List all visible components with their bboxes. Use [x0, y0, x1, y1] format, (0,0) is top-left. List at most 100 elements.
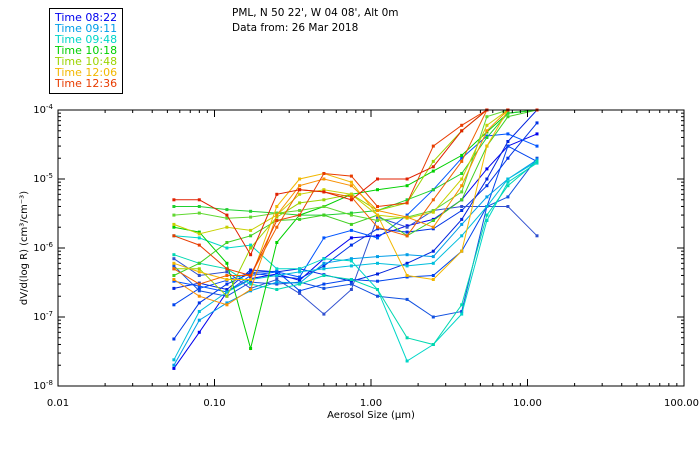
- data-point-9-6: [322, 257, 326, 261]
- tick-layer: 0.01 0.10 1.00 10.00 100.00 10-8 10-7 10-6 10-5 1…: [33, 103, 699, 409]
- data-point-4-1: [197, 284, 201, 288]
- data-point-7-7: [349, 257, 353, 261]
- series-17: [172, 108, 539, 281]
- series-0: [172, 132, 539, 370]
- data-point-1-8: [376, 227, 379, 231]
- data-point-21-1: [197, 198, 201, 202]
- data-point-6-5: [298, 291, 302, 295]
- data-point-20-9: [405, 201, 409, 205]
- data-point-5-9: [405, 297, 409, 301]
- data-point-14-8: [376, 219, 379, 222]
- data-point-5-14: [535, 156, 539, 160]
- data-point-16-0: [172, 222, 176, 226]
- data-point-19-1: [197, 282, 201, 286]
- data-point-0-8: [376, 234, 379, 238]
- data-point-1-6: [322, 264, 326, 268]
- data-point-2-10: [431, 249, 435, 253]
- data-point-11-10: [431, 169, 435, 173]
- data-point-2-0: [172, 286, 176, 290]
- data-point-18-10: [431, 225, 435, 229]
- data-point-18-11: [460, 184, 464, 188]
- series-13: [172, 108, 539, 277]
- data-point-14-12: [485, 115, 489, 119]
- data-point-21-5: [298, 188, 302, 192]
- data-point-3-10: [431, 274, 435, 277]
- data-point-11-8: [376, 188, 379, 192]
- data-point-8-11: [460, 234, 464, 238]
- data-point-5-6: [322, 286, 326, 290]
- data-point-21-3: [249, 253, 253, 257]
- data-point-11-9: [405, 184, 409, 188]
- data-point-19-0: [172, 267, 176, 271]
- data-point-2-7: [349, 279, 353, 283]
- y-axis-title: dV/d(log R) (cm³/cm⁻³): [19, 191, 30, 305]
- data-point-10-13: [506, 184, 510, 188]
- data-point-8-8: [376, 261, 379, 265]
- data-point-15-6: [322, 198, 326, 202]
- data-point-17-4: [275, 205, 279, 208]
- series-line-8: [173, 160, 538, 361]
- data-point-10-0: [172, 253, 176, 257]
- data-point-9-5: [298, 267, 302, 271]
- data-point-13-11: [460, 198, 464, 202]
- data-point-0-7: [349, 236, 353, 240]
- data-point-6-2: [225, 270, 229, 274]
- data-point-3-1: [197, 286, 201, 290]
- data-point-1-0: [172, 337, 176, 341]
- data-point-6-14: [535, 234, 539, 238]
- data-point-9-14: [535, 161, 539, 165]
- data-point-7-12: [485, 195, 489, 199]
- data-point-3-6: [322, 282, 326, 286]
- data-point-20-7: [349, 174, 353, 178]
- data-point-1-10: [431, 227, 435, 231]
- data-point-15-3: [249, 246, 253, 250]
- legend-entry-0: Time 08:22: [55, 11, 118, 24]
- data-point-20-11: [460, 123, 464, 127]
- data-point-21-10: [431, 165, 435, 169]
- data-point-13-10: [431, 219, 435, 222]
- data-point-14-11: [460, 190, 464, 194]
- data-point-5-0: [172, 264, 176, 268]
- data-point-14-5: [298, 209, 302, 212]
- data-point-8-6: [322, 267, 326, 271]
- data-point-4-9: [405, 213, 409, 217]
- data-point-18-2: [225, 303, 229, 307]
- data-point-17-5: [298, 177, 302, 181]
- data-point-16-11: [460, 177, 464, 181]
- data-point-18-3: [249, 288, 253, 291]
- data-point-8-1: [197, 310, 201, 313]
- data-point-18-6: [322, 177, 326, 181]
- data-point-6-1: [197, 274, 201, 277]
- data-point-4-7: [349, 228, 353, 232]
- data-point-12-3: [249, 209, 253, 213]
- data-point-12-13: [506, 111, 510, 115]
- data-point-10-14: [535, 159, 539, 163]
- data-point-2-9: [405, 261, 409, 265]
- data-point-18-4: [275, 213, 279, 217]
- data-point-19-2: [225, 274, 229, 277]
- x-tick-label: 0.01: [47, 398, 69, 409]
- data-point-18-1: [197, 294, 201, 298]
- data-point-16-3: [249, 228, 253, 232]
- data-point-8-5: [298, 270, 302, 274]
- data-point-12-1: [197, 205, 201, 208]
- data-point-7-0: [172, 363, 176, 367]
- data-point-9-7: [349, 259, 353, 263]
- data-point-20-3: [249, 274, 253, 277]
- data-point-9-13: [506, 180, 510, 184]
- data-point-10-10: [431, 343, 435, 346]
- data-point-1-2: [225, 282, 229, 286]
- data-point-3-5: [298, 289, 302, 293]
- data-point-17-11: [460, 249, 464, 253]
- series-layer: [172, 108, 539, 370]
- legend-entry-6: Time 12:36: [55, 77, 118, 90]
- data-point-14-10: [431, 209, 435, 212]
- y-tick-label: 10-6: [33, 241, 53, 254]
- data-point-5-7: [349, 282, 353, 286]
- data-point-9-3: [249, 243, 253, 247]
- data-point-8-4: [275, 274, 279, 277]
- legend-entry-5: Time 12:06: [55, 66, 118, 79]
- data-point-20-0: [172, 234, 176, 238]
- data-point-12-12: [485, 136, 489, 139]
